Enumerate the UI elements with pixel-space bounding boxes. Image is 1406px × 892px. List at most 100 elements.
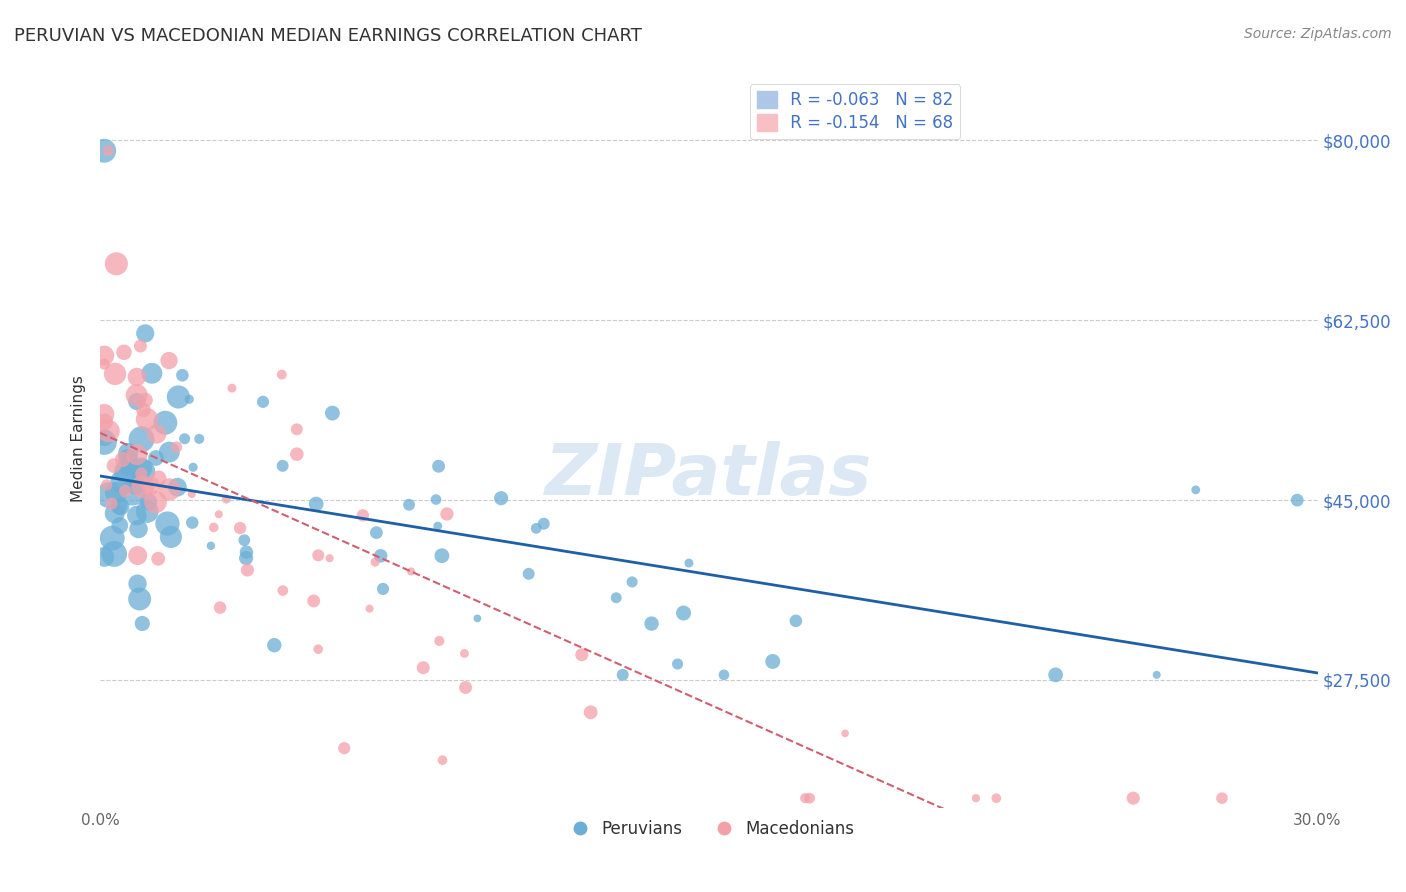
Point (173, 432, 195, 446)
Point (252, 394, 274, 409)
Point (131, 465, 153, 479)
Point (145, 450, 167, 465)
Point (436, 507, 458, 521)
Point (398, 498, 420, 512)
Point (156, 516, 179, 531)
Point (672, 606, 695, 620)
Point (333, 741, 356, 756)
Point (364, 555, 387, 569)
Point (129, 339, 152, 353)
Point (131, 616, 153, 631)
Point (97, 144, 120, 158)
Point (834, 726, 856, 740)
Point (93, 349, 115, 363)
Point (666, 657, 689, 671)
Point (96, 478, 118, 492)
Point (285, 422, 308, 436)
Point (307, 642, 329, 657)
Point (605, 591, 627, 605)
Point (166, 440, 188, 454)
Point (399, 565, 422, 579)
Point (112, 345, 135, 359)
Point (128, 522, 150, 536)
Point (112, 475, 135, 489)
Point (101, 531, 124, 545)
Point (105, 486, 128, 500)
Point (114, 484, 136, 499)
Point (678, 556, 700, 570)
Point (215, 492, 238, 507)
Point (713, 668, 735, 682)
Point (454, 681, 477, 695)
Point (359, 601, 381, 615)
Point (489, 491, 512, 506)
Point (124, 480, 146, 494)
Point (125, 394, 148, 409)
Point (188, 432, 211, 446)
Point (305, 497, 328, 511)
Point (108, 518, 131, 533)
Point (426, 519, 449, 533)
Point (235, 545, 257, 559)
Point (136, 412, 159, 426)
Point (159, 483, 181, 497)
Point (271, 458, 294, 473)
Point (1045, 668, 1067, 682)
Point (263, 638, 285, 652)
Point (425, 492, 447, 507)
Point (172, 368, 194, 383)
Point (100, 496, 122, 510)
Point (118, 457, 141, 471)
Point (430, 549, 453, 563)
Point (202, 520, 225, 534)
Point (97, 488, 120, 502)
Point (235, 551, 257, 566)
Point (117, 446, 139, 460)
Point (104, 367, 127, 381)
Point (93, 407, 115, 421)
Point (141, 366, 163, 380)
Point (93, 415, 115, 429)
Point (1122, 791, 1144, 805)
Text: ZIPatlas: ZIPatlas (546, 441, 873, 510)
Point (453, 647, 475, 661)
Point (370, 549, 392, 563)
Point (110, 500, 132, 514)
Point (579, 706, 602, 720)
Point (179, 392, 201, 407)
Point (131, 432, 153, 446)
Point (799, 791, 821, 805)
Point (1211, 791, 1233, 805)
Point (208, 508, 231, 522)
Point (307, 549, 329, 563)
Point (125, 388, 148, 402)
Point (412, 661, 434, 675)
Point (229, 521, 252, 535)
Point (132, 402, 155, 417)
Point (155, 416, 177, 430)
Point (93, 549, 115, 564)
Point (986, 791, 1008, 805)
Point (285, 447, 308, 461)
Point (93, 431, 115, 445)
Point (209, 600, 232, 615)
Point (181, 460, 204, 475)
Point (104, 507, 127, 521)
Point (762, 655, 785, 669)
Text: PERUVIAN VS MACEDONIAN MEDIAN EARNINGS CORRELATION CHART: PERUVIAN VS MACEDONIAN MEDIAN EARNINGS C… (14, 27, 643, 45)
Point (138, 495, 160, 509)
Point (129, 467, 152, 481)
Point (270, 368, 292, 382)
Point (125, 448, 148, 462)
Point (427, 459, 450, 474)
Point (132, 480, 155, 494)
Point (621, 574, 644, 589)
Point (145, 495, 167, 509)
Point (640, 616, 662, 631)
Point (1286, 493, 1309, 508)
Point (157, 353, 180, 368)
Point (167, 390, 190, 404)
Point (129, 461, 152, 475)
Point (103, 458, 125, 473)
Point (103, 547, 125, 561)
